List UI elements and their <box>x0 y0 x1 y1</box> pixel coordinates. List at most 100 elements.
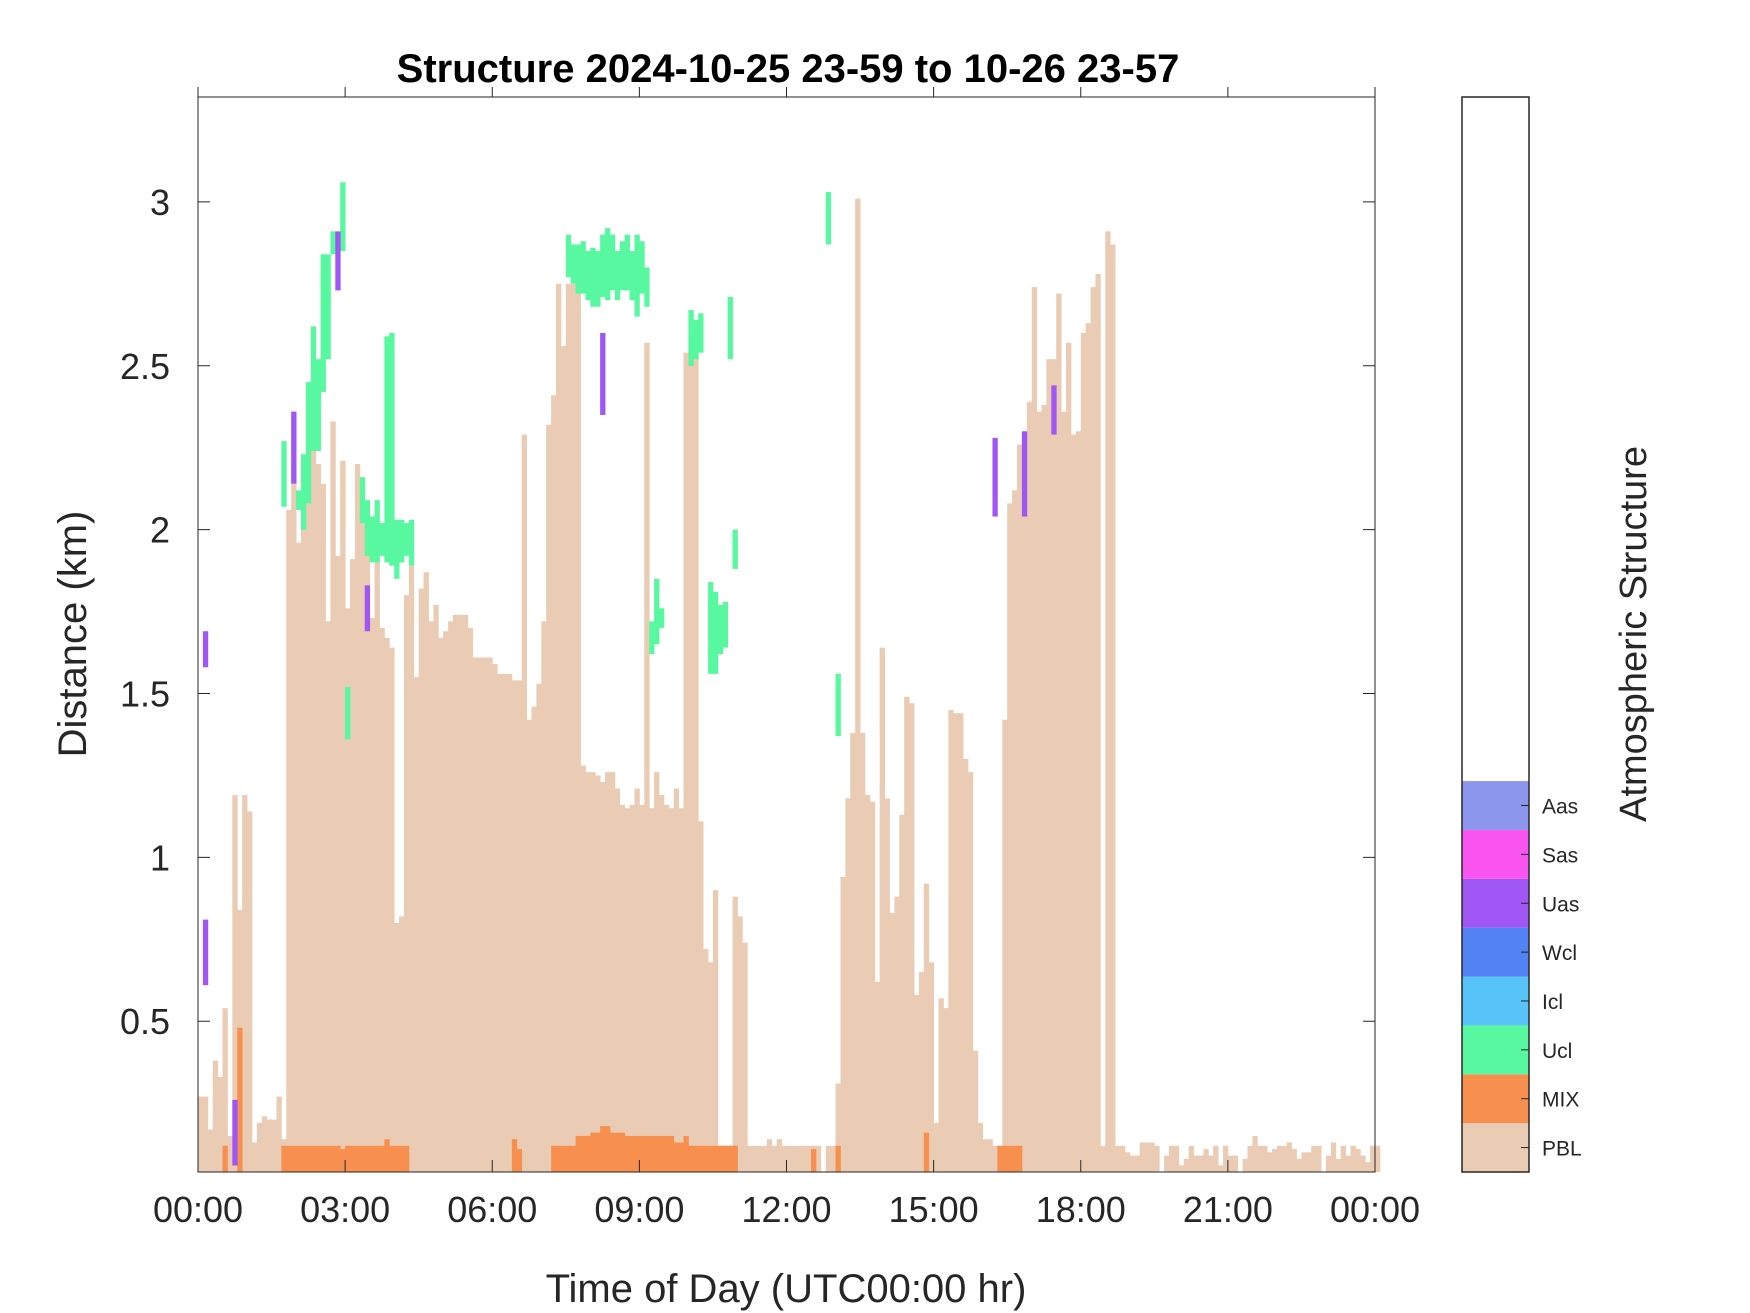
pbl-bar <box>1002 719 1008 1172</box>
pbl-bar <box>1360 1155 1366 1172</box>
pbl-bar <box>1080 332 1087 1173</box>
uas-segment <box>1021 431 1028 517</box>
pbl-bar <box>1178 1165 1185 1172</box>
colorbar-swatch-ucl <box>1462 1025 1529 1075</box>
pbl-bar <box>914 995 920 1172</box>
pbl-bar <box>742 942 748 1172</box>
x-tick-label: 09:00 <box>594 1189 684 1230</box>
uas-segment <box>202 631 209 668</box>
pbl-bar <box>247 811 253 1172</box>
ucl-segment <box>722 601 729 648</box>
mix-segment <box>600 1126 611 1172</box>
pbl-bar <box>1012 490 1018 1172</box>
pbl-bar <box>1311 1145 1317 1172</box>
ucl-segment <box>389 332 395 566</box>
x-tick-label: 18:00 <box>1036 1189 1126 1230</box>
pbl-bar <box>634 788 640 1172</box>
chart-title: Structure 2024-10-25 23-59 to 10-26 23-5… <box>397 47 1180 91</box>
pbl-bar <box>541 621 547 1172</box>
pbl-bar <box>330 421 336 1173</box>
pbl-bar <box>1325 1155 1332 1172</box>
ucl-segment <box>609 234 616 291</box>
pbl-bar <box>933 1122 939 1172</box>
pbl-bar <box>977 1122 984 1172</box>
uas-segment <box>291 411 297 484</box>
mix-segment <box>575 1135 591 1172</box>
ucl-segment <box>281 441 287 507</box>
uas-segment <box>202 919 209 986</box>
mix-segment <box>389 1145 410 1172</box>
pbl-bar <box>909 703 915 1172</box>
pbl-bar <box>757 1145 763 1172</box>
pbl-bar <box>806 1145 812 1172</box>
pbl-bar <box>943 1008 949 1172</box>
pbl-bar <box>987 1139 993 1172</box>
ucl-segment <box>605 228 611 301</box>
pbl-bar <box>860 732 866 1172</box>
pbl-bar <box>629 804 635 1172</box>
pbl-bar <box>497 673 503 1172</box>
pbl-bar <box>438 637 444 1172</box>
pbl-bar <box>502 673 508 1172</box>
colorbar-label: Uas <box>1542 893 1579 916</box>
ucl-segment <box>835 673 841 737</box>
ucl-segment <box>310 326 317 451</box>
pbl-bar <box>340 460 346 1172</box>
pbl-bar <box>1345 1155 1351 1172</box>
pbl-bar <box>369 618 375 1172</box>
pbl-bar <box>492 664 498 1172</box>
pbl-bar <box>708 962 714 1172</box>
pbl-bar <box>972 1050 979 1172</box>
pbl-bar <box>1183 1158 1190 1172</box>
pbl-bar <box>1252 1135 1258 1172</box>
ucl-segment <box>585 251 591 301</box>
pbl-bar <box>644 342 650 1172</box>
ucl-segment <box>595 251 601 307</box>
pbl-bar <box>585 772 591 1172</box>
pbl-bar <box>384 637 390 1172</box>
ucl-segment <box>296 490 302 510</box>
ucl-segment <box>634 234 640 317</box>
pbl-bar <box>1100 1145 1106 1172</box>
pbl-bar <box>433 605 439 1172</box>
pbl-bar <box>477 657 483 1172</box>
pbl-bar <box>918 972 925 1172</box>
colorbar-title: Atmospheric Structure <box>1613 446 1655 822</box>
ucl-segment <box>325 254 331 360</box>
pbl-bar <box>614 788 621 1172</box>
pbl-bar <box>300 509 307 1173</box>
pbl-bar <box>1267 1152 1273 1172</box>
pbl-bar <box>879 647 885 1172</box>
pbl-bar <box>668 808 675 1172</box>
pbl-bar <box>266 1119 272 1172</box>
pbl-bar <box>516 680 523 1172</box>
pbl-bar <box>1169 1145 1175 1172</box>
pbl-bar <box>1173 1145 1180 1172</box>
pbl-bar <box>345 608 351 1172</box>
pbl-bar <box>271 1119 277 1172</box>
pbl-bar <box>1306 1152 1312 1172</box>
pbl-bar <box>1026 401 1033 1172</box>
pbl-bar <box>394 922 400 1172</box>
colorbar: PBL MIX Ucl Icl Wcl Uas Sas Aas <box>1461 96 1582 1173</box>
pbl-bar <box>448 621 454 1172</box>
ucl-segment <box>394 519 400 579</box>
pbl-bar <box>624 808 630 1172</box>
pbl-bar <box>1139 1142 1145 1172</box>
pbl-bar <box>869 801 876 1172</box>
pbl-bar <box>399 916 405 1172</box>
pbl-bar <box>899 814 905 1172</box>
pbl-bar <box>703 949 709 1172</box>
pbl-bar <box>673 788 679 1172</box>
pbl-bar <box>325 621 331 1172</box>
mix-series <box>222 1027 1023 1172</box>
pbl-bar <box>1365 1162 1371 1172</box>
pbl-bar <box>1281 1145 1288 1172</box>
uas-segment <box>600 332 606 415</box>
pbl-bar <box>350 559 356 1172</box>
pbl-bar <box>242 795 248 1172</box>
x-axis-label: Time of Day (UTC00:00 hr) <box>546 1267 1027 1311</box>
pbl-bar <box>1276 1145 1283 1172</box>
ucl-segment <box>384 336 390 563</box>
